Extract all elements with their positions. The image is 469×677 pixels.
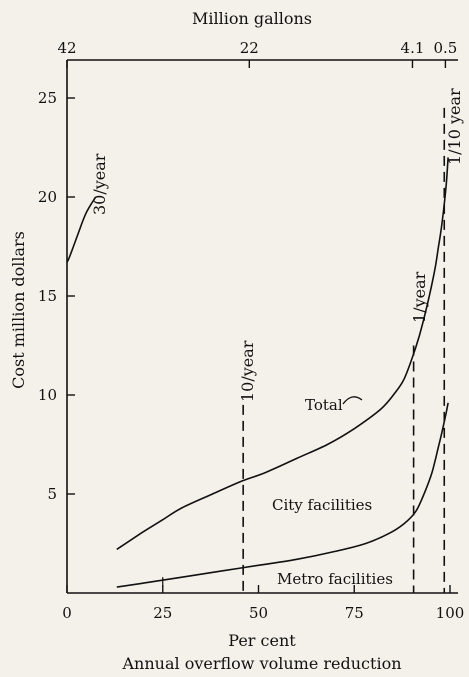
x-tick-label: 25 <box>153 604 172 622</box>
label-30-per-year: 30/year <box>90 153 109 215</box>
x-axis-title: Per cent <box>228 631 296 650</box>
x-tick-label: 75 <box>345 604 364 622</box>
series-city-facilities-line <box>117 403 448 587</box>
total-leader-line <box>343 397 362 404</box>
label-city-facilities: City facilities <box>272 496 372 514</box>
x-tick-label: 100 <box>436 604 465 622</box>
label-metro-facilities: Metro facilities <box>277 570 393 588</box>
label-total: Total <box>305 396 343 414</box>
lines-layer <box>67 108 448 593</box>
y-tick-label: 15 <box>38 287 57 305</box>
top-axis-title: Million gallons <box>192 9 312 28</box>
top-tick-label: 0.5 <box>433 39 457 57</box>
x-tick-label: 50 <box>249 604 268 622</box>
y-tick-label: 20 <box>38 188 57 206</box>
top-tick-label: 22 <box>240 39 259 57</box>
x-axis-title-2: Annual overflow volume reduction <box>121 654 401 673</box>
y-tick-label: 10 <box>38 386 57 404</box>
series-total-line <box>117 157 448 549</box>
y-tick-label: 5 <box>47 485 57 503</box>
ticks-layer: 0 25 50 75 100 5 10 15 20 25 42 22 4.1 0.5 <box>38 39 464 622</box>
label-1-per-10-year: 1/10 year <box>445 88 464 165</box>
y-axis-title: Cost million dollars <box>9 231 28 389</box>
x-tick-label: 0 <box>62 604 72 622</box>
label-10-per-year: 10/year <box>238 340 257 402</box>
top-tick-label: 42 <box>57 39 76 57</box>
y-tick-label: 25 <box>38 89 57 107</box>
label-1-per-year: 1/year <box>410 271 429 323</box>
top-tick-label: 4.1 <box>401 39 425 57</box>
